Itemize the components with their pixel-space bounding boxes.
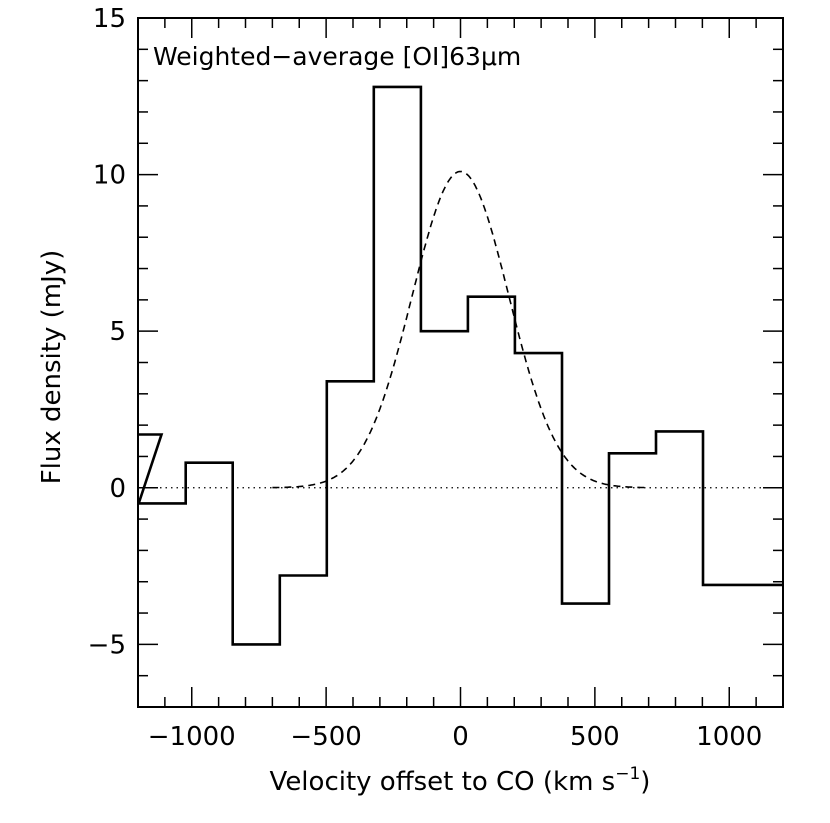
x-axis-title: Velocity offset to CO (km s−1) [270, 764, 651, 797]
y-tick-label: 0 [109, 474, 126, 504]
x-axis-title-superscript: −1 [615, 764, 640, 784]
y-axis-title: Flux density (mJy) [37, 250, 67, 485]
tick-labels: −1000 −500 0 500 1000 −5 0 5 10 15 [88, 4, 763, 752]
axis-ticks [137, 17, 784, 708]
x-axis-title-text: Velocity offset to CO (km s [270, 767, 616, 797]
y-tick-label: 5 [109, 317, 126, 347]
y-tick-label: 10 [93, 161, 126, 191]
gaussian-fit-line [272, 170, 649, 489]
y-tick-label: 15 [93, 4, 126, 34]
x-tick-label: 0 [452, 722, 469, 752]
x-tick-label: −1000 [148, 722, 236, 752]
x-axis-title-suffix: ) [640, 767, 650, 797]
y-tick-label: −5 [88, 630, 126, 660]
plot-area [136, 85, 783, 646]
spectrum-step-line [136, 85, 783, 646]
x-tick-label: 1000 [696, 722, 762, 752]
plot-frame [137, 17, 784, 708]
x-tick-label: 500 [570, 722, 620, 752]
chart-title: Weighted−average [OI]63μm [153, 42, 521, 71]
x-tick-label: −500 [290, 722, 361, 752]
